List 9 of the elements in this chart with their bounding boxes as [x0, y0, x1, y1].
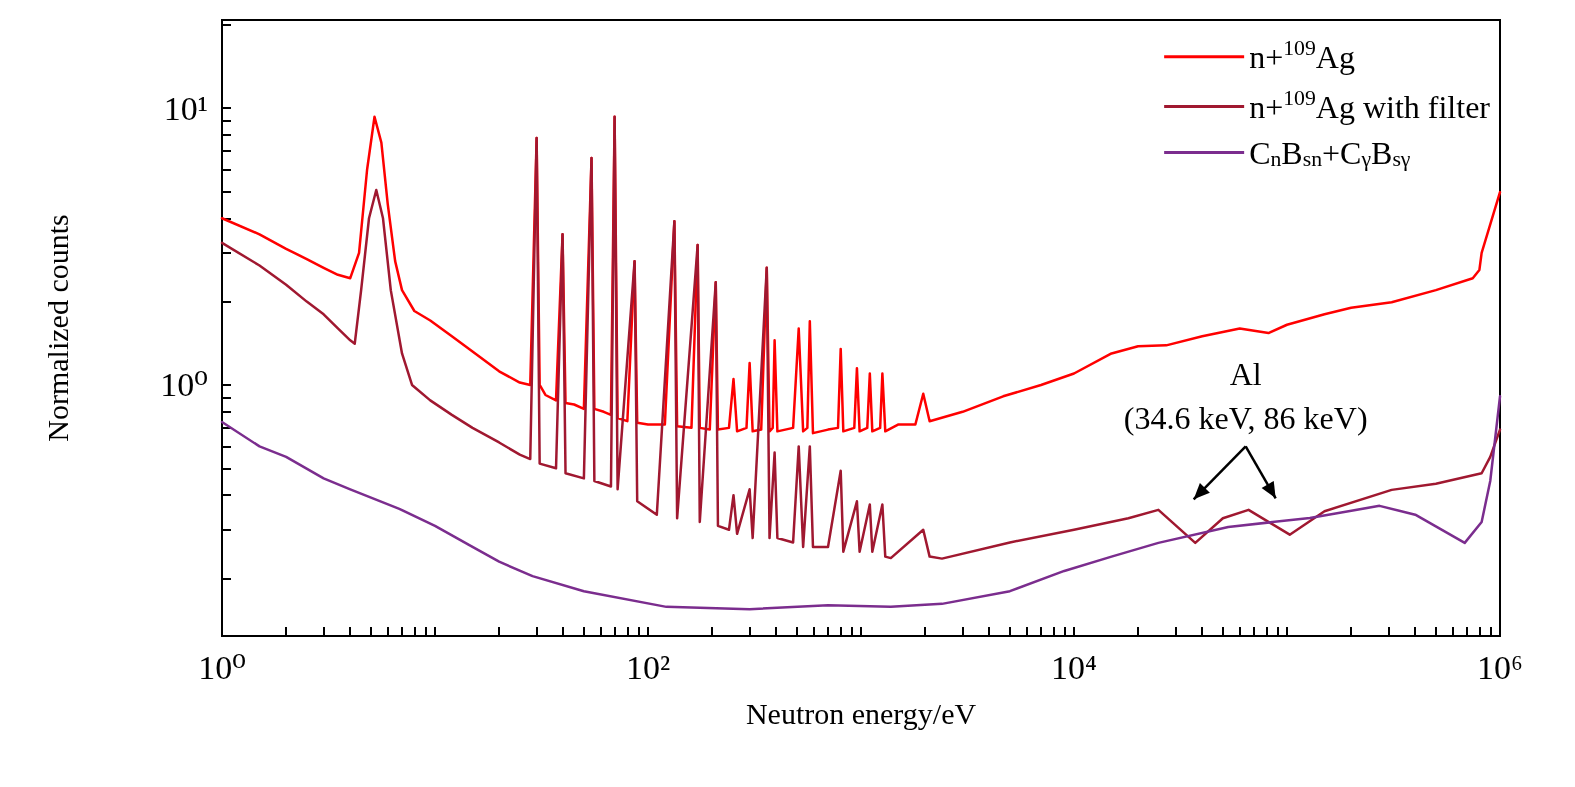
x-tick-label: 10⁴: [1051, 648, 1097, 686]
x-tick-label: 10²: [625, 648, 671, 686]
x-tick-label: 10⁰: [198, 648, 246, 686]
annotation: Al (34.6 keV, 86 keV): [1123, 356, 1368, 437]
y-axis-title: Normalized counts: [40, 214, 74, 442]
y-tick-label: 10¹: [163, 89, 208, 127]
legend-label: CnBsn+CγBsγ: [1249, 134, 1411, 171]
x-tick-label: 10⁶: [1477, 648, 1523, 686]
x-axis-title: Neutron energy/eV: [745, 696, 977, 730]
